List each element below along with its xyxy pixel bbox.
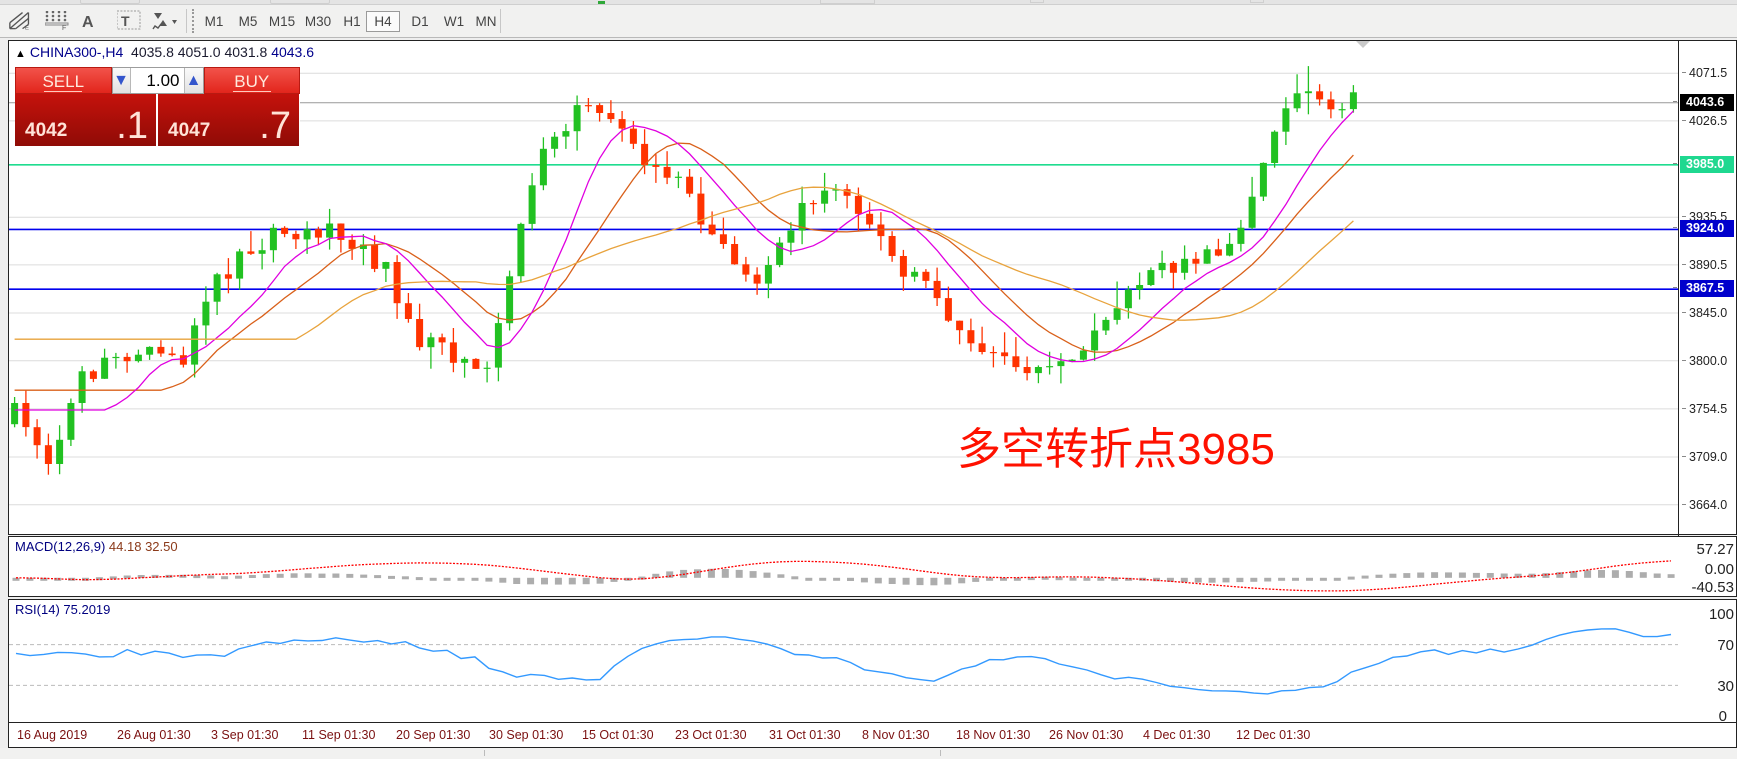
svg-text:F: F [62, 25, 66, 31]
svg-text:E: E [25, 25, 29, 31]
svg-text:T: T [121, 13, 130, 29]
svg-text:A: A [82, 14, 94, 31]
